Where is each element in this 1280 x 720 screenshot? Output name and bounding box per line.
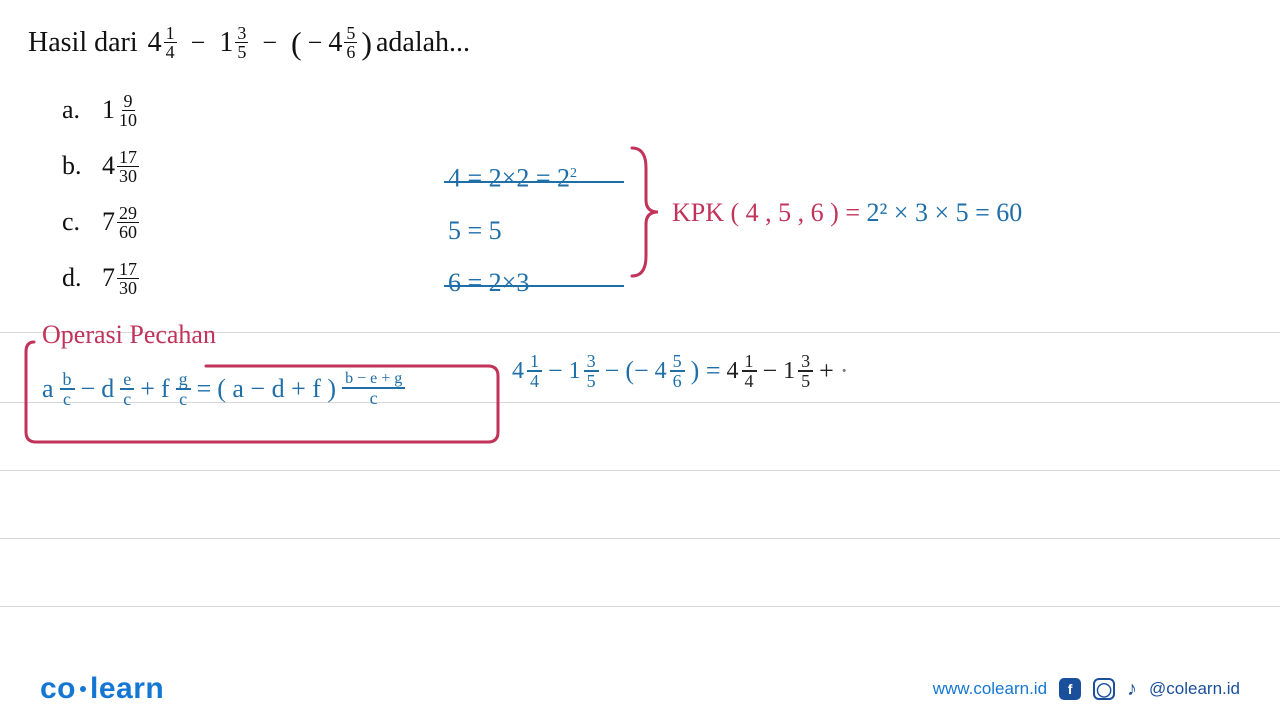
ruled-line bbox=[0, 606, 1280, 607]
term-3: 4 56 bbox=[328, 24, 357, 61]
math-worksheet: Hasil dari 4 14 − 1 35 − ( − 4 56 ) adal… bbox=[0, 0, 1280, 720]
answer-list: a. 1910 b. 41730 c. 72960 d. 71730 bbox=[62, 82, 139, 306]
tiktok-icon[interactable]: ♪ bbox=[1127, 678, 1137, 701]
neg-sign: − bbox=[306, 28, 325, 58]
facebook-icon[interactable]: f bbox=[1059, 678, 1081, 700]
formula-title: Operasi Pecahan bbox=[42, 320, 216, 350]
answer-a: a. 1910 bbox=[62, 82, 139, 138]
prime-factorization: 4 = 2×2 = 22 5 = 5 6 = 2×3 bbox=[448, 148, 577, 309]
work-expression: 414 − 135 − (− 456 ) = 414 − 135 + · bbox=[512, 352, 849, 390]
instagram-icon[interactable]: ◯ bbox=[1093, 678, 1115, 700]
factor-line-4: 4 = 2×2 = 22 bbox=[448, 148, 577, 205]
footer: colearn www.colearn.id f ◯ ♪ @colearn.id bbox=[0, 666, 1280, 720]
open-paren: ( bbox=[291, 27, 302, 59]
close-paren: ) bbox=[361, 27, 372, 59]
kpk-result: KPK ( 4 , 5 , 6 ) = 2² × 3 × 5 = 60 bbox=[672, 198, 1022, 228]
footer-url[interactable]: www.colearn.id bbox=[933, 679, 1047, 699]
factor-line-6: 6 = 2×3 bbox=[448, 257, 577, 309]
question-suffix: adalah... bbox=[376, 27, 470, 59]
brand-logo: colearn bbox=[40, 672, 164, 706]
formula-equation: a bc − d ec + f gc = ( a − d + f ) b − e… bbox=[42, 370, 405, 408]
factor-line-5: 5 = 5 bbox=[448, 205, 577, 257]
footer-right: www.colearn.id f ◯ ♪ @colearn.id bbox=[933, 678, 1240, 701]
ruled-line bbox=[0, 538, 1280, 539]
answer-b: b. 41730 bbox=[62, 138, 139, 194]
question-prefix: Hasil dari bbox=[28, 27, 138, 59]
term-2: 1 35 bbox=[219, 24, 248, 61]
minus-op: − bbox=[181, 28, 216, 58]
social-handle[interactable]: @colearn.id bbox=[1149, 679, 1240, 699]
ruled-line bbox=[0, 470, 1280, 471]
term-1: 4 14 bbox=[148, 24, 177, 61]
question-text: Hasil dari 4 14 − 1 35 − ( − 4 56 ) adal… bbox=[28, 24, 470, 61]
answer-c: c. 72960 bbox=[62, 194, 139, 250]
minus-op: − bbox=[252, 28, 287, 58]
brand-dot-icon bbox=[80, 686, 86, 692]
answer-d: d. 71730 bbox=[62, 250, 139, 306]
